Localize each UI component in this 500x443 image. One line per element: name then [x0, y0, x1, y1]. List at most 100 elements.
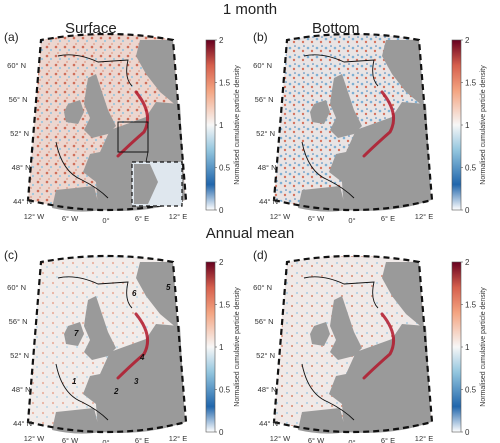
panel-title-b: Bottom [312, 20, 360, 37]
colorbar-label: Normalised cumulative particle density [480, 287, 487, 407]
lon-tick: 6° W [308, 214, 325, 223]
lat-tick: 60° N [7, 61, 26, 70]
colorbar-tick-label: 2 [219, 36, 224, 45]
colorbar-tick-label: 1 [219, 343, 224, 352]
inset-connector [145, 151, 149, 163]
lat-tick: 44° N [259, 197, 278, 206]
land-great-britain [84, 296, 116, 360]
lon-tick: 6° E [381, 214, 395, 223]
coastal-accumulation [116, 312, 150, 380]
section-title-annual-mean: Annual mean [205, 225, 295, 242]
map-panel-1: 60° N 56° N 52° N 48° N 44° N 12° W 6° W 0° 6° E… [253, 32, 487, 225]
colorbar-tick-label: 1.5 [465, 301, 477, 310]
shelf-contour [301, 54, 379, 199]
map-panel-2: 60° N 56° N 52° N 48° N 44° N 12° W 6° W 0° 6° E… [7, 254, 241, 443]
colorbar-label: Normalised cumulative particle density [480, 65, 487, 185]
lon-tick: 6° W [308, 436, 325, 443]
shelf-contour [301, 276, 379, 421]
land-scandinavia [136, 262, 178, 329]
lat-tick: 56° N [255, 95, 274, 104]
lon-tick: 6° W [62, 436, 79, 443]
land-ireland [64, 100, 84, 124]
inset-locator [117, 121, 149, 153]
colorbar-tick-label: 1.5 [219, 79, 231, 88]
colorbar-tick-label: 0 [219, 428, 224, 437]
coastal-accumulation [362, 90, 396, 158]
lon-tick: 12° E [169, 212, 187, 221]
lat-tick: 48° N [258, 385, 277, 394]
region-label: 3 [134, 377, 139, 386]
region-label: 7 [74, 329, 79, 338]
colorbar-tick-label: 0 [465, 206, 470, 215]
lon-tick: 12° W [270, 434, 291, 443]
region-label: 6 [132, 289, 137, 298]
panel-letter-a: (a) [4, 30, 19, 44]
lat-tick: 44° N [13, 197, 32, 206]
lat-tick: 60° N [7, 283, 26, 292]
shelf-contour [55, 276, 133, 421]
map-panel-0: 60° N 56° N 52° N 48° N 44° N 12° W 6° W 0° 6° E… [7, 32, 241, 225]
panel-title-a: Surface [65, 20, 117, 37]
land-iberia [52, 186, 100, 212]
lon-tick: 0° [102, 216, 109, 225]
land-scandinavia [382, 40, 424, 107]
lon-tick: 12° E [169, 434, 187, 443]
region-label: 4 [139, 353, 145, 362]
lat-tick: 56° N [255, 317, 274, 326]
land-iberia [52, 408, 100, 434]
colorbar-tick-label: 2 [465, 36, 470, 45]
inset-land [134, 164, 158, 204]
land-continent [329, 102, 431, 211]
colorbar-tick-label: 1 [465, 121, 470, 130]
lon-tick: 6° E [381, 436, 395, 443]
panel-letter-b: (b) [253, 30, 268, 44]
lon-tick: 12° E [415, 212, 433, 221]
land-scandinavia [382, 262, 424, 329]
map-panel-3: 60° N 56° N 52° N 48° N 44° N 12° W 6° W 0° 6° E… [253, 254, 487, 443]
land-continent [83, 324, 185, 433]
colorbar-tick-label: 1 [465, 343, 470, 352]
colorbar-tick-label: 2 [219, 258, 224, 267]
lon-tick: 0° [348, 216, 355, 225]
land-great-britain [84, 74, 116, 138]
colorbar-tick-label: 1.5 [219, 301, 231, 310]
colorbar [451, 39, 462, 211]
lat-tick: 60° N [253, 61, 272, 70]
land-scandinavia [136, 40, 178, 107]
lat-tick: 56° N [9, 95, 28, 104]
lat-tick: 48° N [12, 163, 31, 172]
land-great-britain [330, 296, 362, 360]
lon-tick: 6° E [135, 436, 149, 443]
land-ireland [64, 322, 84, 346]
colorbar [205, 261, 216, 433]
panel-letter-d: (d) [253, 248, 268, 262]
lon-tick: 6° W [62, 214, 79, 223]
lon-tick: 12° W [24, 212, 45, 221]
colorbar [451, 261, 462, 433]
lat-tick: 48° N [12, 385, 31, 394]
panel-letter-c: (c) [4, 248, 18, 262]
lat-tick: 52° N [256, 129, 275, 138]
lat-tick: 60° N [253, 283, 272, 292]
map-frame [272, 254, 434, 434]
lat-tick: 52° N [10, 129, 29, 138]
colorbar-label: Normalised cumulative particle density [234, 287, 241, 407]
lat-tick: 52° N [256, 351, 275, 360]
lat-tick: 52° N [10, 351, 29, 360]
land-ireland [310, 100, 330, 124]
colorbar-tick-label: 1 [219, 121, 224, 130]
colorbar-label: Normalised cumulative particle density [234, 65, 241, 185]
colorbar-tick-label: 1.5 [465, 79, 477, 88]
lat-tick: 48° N [258, 163, 277, 172]
region-label: 5 [166, 283, 171, 292]
lon-tick: 12° W [270, 212, 291, 221]
land-great-britain [330, 74, 362, 138]
lon-tick: 12° E [415, 434, 433, 443]
colorbar-tick-label: 0.5 [219, 386, 231, 395]
land-iberia [298, 408, 346, 434]
colorbar-tick-label: 2 [465, 258, 470, 267]
land-ireland [310, 322, 330, 346]
lat-tick: 56° N [9, 317, 28, 326]
lat-tick: 44° N [13, 419, 32, 428]
